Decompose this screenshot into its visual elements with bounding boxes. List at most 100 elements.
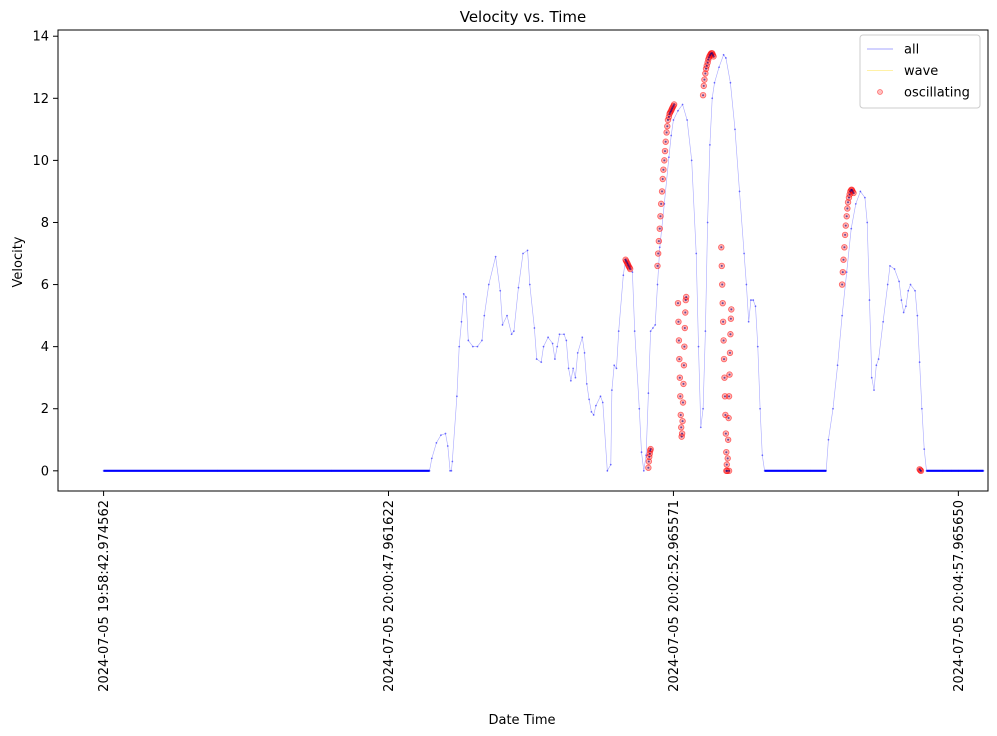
data-point-all xyxy=(670,134,673,137)
data-point-all xyxy=(533,327,536,329)
data-point-all xyxy=(827,438,830,441)
data-point-overlap xyxy=(666,119,669,122)
data-point-all xyxy=(567,367,570,370)
data-point-all xyxy=(724,57,727,59)
data-point-all xyxy=(615,367,618,370)
data-point-all xyxy=(542,345,545,348)
data-point-overlap xyxy=(851,190,854,193)
data-point-overlap xyxy=(672,105,675,108)
data-point-all xyxy=(649,330,652,333)
data-point-all xyxy=(905,305,907,308)
data-point-overlap xyxy=(684,311,687,314)
data-point-overlap xyxy=(647,466,650,469)
data-point-overlap xyxy=(841,271,844,274)
data-point-overlap xyxy=(727,417,730,420)
data-point-all xyxy=(465,296,467,298)
data-point-overlap xyxy=(852,191,855,194)
data-point-overlap xyxy=(626,261,629,264)
data-point-all xyxy=(572,367,575,370)
data-point-all xyxy=(617,330,620,333)
data-point-all xyxy=(686,119,689,121)
data-point-all xyxy=(759,407,761,410)
data-point-all xyxy=(481,339,483,342)
data-point-overlap xyxy=(841,283,844,286)
data-point-overlap xyxy=(702,94,705,97)
data-point-all xyxy=(754,305,757,308)
data-point-all xyxy=(458,345,461,348)
data-point-overlap xyxy=(681,420,684,423)
data-point-all xyxy=(734,128,736,131)
data-point-all xyxy=(569,379,572,382)
x-tick-label: 2024-07-05 20:00:47.961622 xyxy=(382,500,397,692)
data-point-overlap xyxy=(678,358,681,361)
data-point-overlap xyxy=(661,178,664,181)
data-point-all xyxy=(864,196,866,199)
data-point-all xyxy=(697,345,700,348)
data-point-all xyxy=(460,320,463,323)
data-point-all xyxy=(510,333,513,336)
data-point-all xyxy=(444,432,447,435)
series-line-all xyxy=(103,54,984,472)
data-point-all xyxy=(902,311,905,314)
data-point-overlap xyxy=(667,115,670,118)
data-point-all xyxy=(841,314,844,317)
data-point-all xyxy=(574,376,577,379)
data-point-overlap xyxy=(844,233,847,236)
data-point-overlap xyxy=(657,252,660,255)
data-point-all xyxy=(638,407,641,410)
data-point-overlap xyxy=(649,448,652,451)
data-point-all xyxy=(690,159,693,162)
legend-box xyxy=(859,34,981,109)
data-point-overlap xyxy=(671,106,674,109)
data-point-overlap xyxy=(628,266,631,269)
data-point-all xyxy=(547,336,549,339)
data-point-all xyxy=(565,339,568,342)
x-axis: 2024-07-05 19:58:42.974562 2024-07-05 20:… xyxy=(97,491,967,692)
data-point-all xyxy=(558,333,561,336)
data-point-all xyxy=(722,53,725,56)
data-point-all xyxy=(642,469,645,472)
data-point-all xyxy=(633,330,636,333)
data-point-all xyxy=(435,441,438,444)
data-point-overlap xyxy=(658,227,661,230)
data-point-overlap xyxy=(726,457,729,460)
data-point-overlap xyxy=(728,351,731,354)
data-point-all xyxy=(850,227,853,230)
data-point-all xyxy=(601,401,604,404)
y-tick-label: 6 xyxy=(41,278,49,293)
data-point-all xyxy=(854,202,857,205)
data-point-all xyxy=(462,292,465,295)
data-point-overlap xyxy=(729,317,732,320)
data-point-all xyxy=(440,434,442,437)
data-point-overlap xyxy=(679,413,682,416)
data-point-overlap xyxy=(723,395,726,398)
data-point-overlap xyxy=(661,190,664,193)
data-point-all xyxy=(875,364,878,367)
data-point-all xyxy=(455,395,458,398)
data-point-all xyxy=(610,389,613,392)
data-point-all xyxy=(873,389,875,392)
data-point-overlap xyxy=(680,426,683,429)
data-point-all xyxy=(449,469,451,472)
data-point-all xyxy=(738,190,741,193)
data-point-overlap xyxy=(669,111,672,114)
data-point-overlap xyxy=(703,78,706,81)
data-point-all xyxy=(592,414,595,416)
data-point-overlap xyxy=(705,67,708,70)
data-point-all xyxy=(745,283,748,286)
data-point-all xyxy=(743,252,746,255)
data-point-all xyxy=(761,454,764,457)
data-point-all xyxy=(599,395,602,398)
data-point-all xyxy=(889,265,891,267)
data-point-overlap xyxy=(664,140,667,143)
chart-title: Velocity vs. Time xyxy=(460,8,587,26)
data-point-overlap xyxy=(729,333,732,336)
data-point-all xyxy=(609,463,612,466)
data-point-all xyxy=(487,283,490,286)
data-point-overlap xyxy=(629,268,632,271)
data-point-overlap xyxy=(712,55,715,58)
legend-label-wave: wave xyxy=(904,64,938,79)
data-point-all xyxy=(695,252,698,255)
data-point-overlap xyxy=(673,103,676,106)
